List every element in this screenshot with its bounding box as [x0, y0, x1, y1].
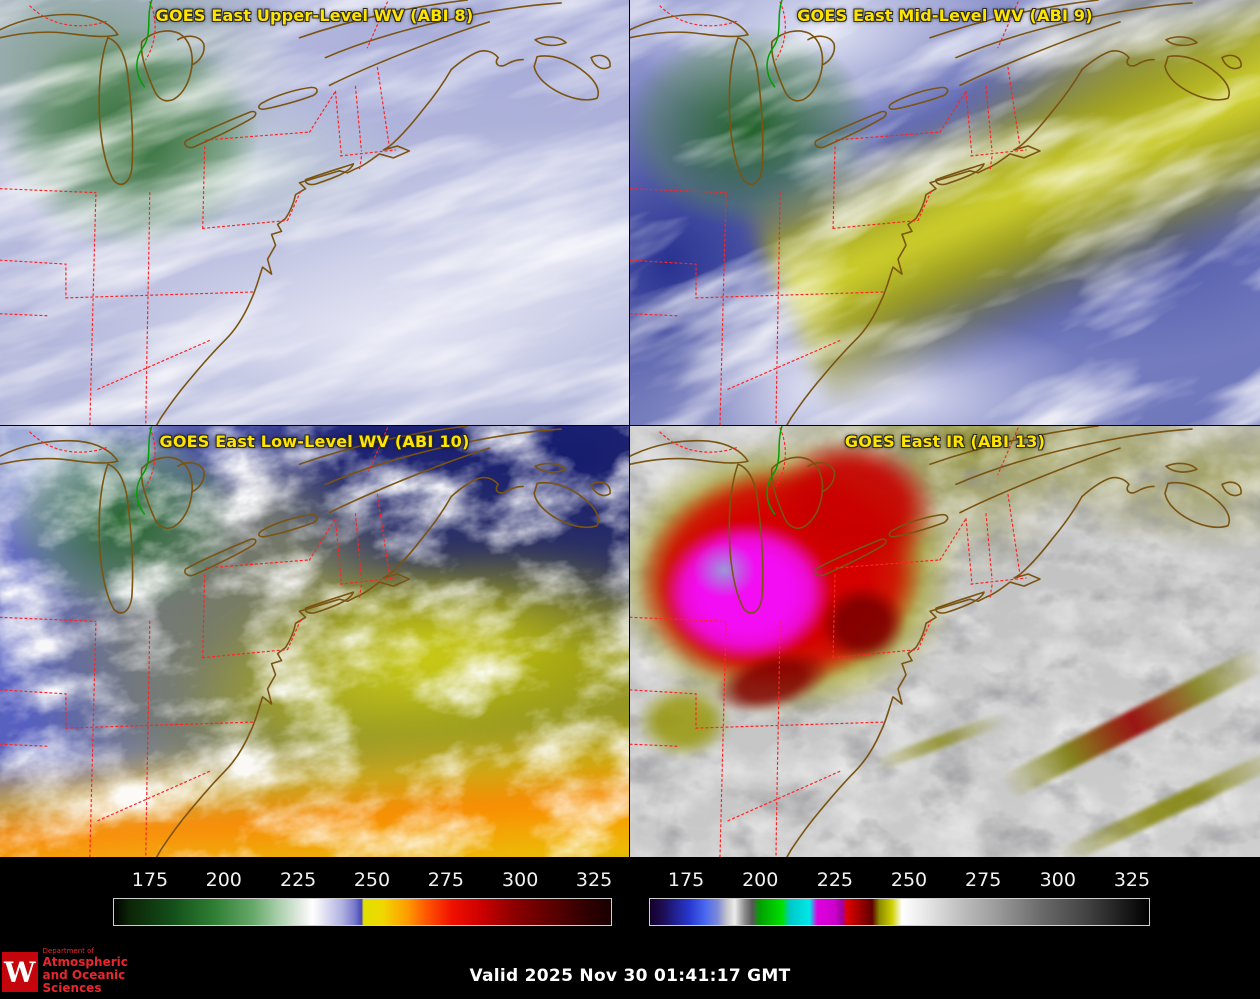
- ir-colorbar-gradient: [649, 898, 1150, 926]
- panel-title-abi10: GOES East Low-Level WV (ABI 10): [159, 432, 470, 451]
- tick-label: 300: [1039, 869, 1076, 891]
- panel-mid-level-wv[interactable]: GOES East Mid-Level WV (ABI 9): [630, 0, 1260, 425]
- panel-low-level-wv[interactable]: GOES East Low-Level WV (ABI 10): [0, 426, 629, 857]
- department-name-line1: Atmospheric: [42, 955, 128, 970]
- tick-label: 225: [816, 869, 853, 891]
- wv-colorbar-gradient: [113, 898, 612, 926]
- map-overlay-abi8: [0, 0, 611, 425]
- ir-magenta-core: [661, 520, 832, 664]
- tick-label: 200: [742, 869, 779, 891]
- map-overlay-abi9: [630, 0, 1242, 425]
- colorbar-row: 175 200 225 250 275 300 325 175 200 225 …: [0, 857, 1260, 945]
- tick-label: 250: [890, 869, 928, 891]
- department-name-small: Department of: [42, 947, 94, 956]
- cloud-texture-abi8: [0, 0, 629, 425]
- department-name: Department of Atmospheric and Oceanic Sc…: [43, 948, 172, 995]
- tick-label: 325: [575, 869, 613, 891]
- ir-colorbar: 175 200 225 250 275 300 325: [649, 869, 1150, 926]
- ir-dark-red-patch-1: [819, 585, 908, 664]
- tick-label: 175: [131, 869, 169, 891]
- panel-title-abi13: GOES East IR (ABI 13): [844, 432, 1046, 451]
- tick-label: 175: [667, 869, 705, 891]
- tick-label: 200: [205, 869, 242, 891]
- cloud-texture-abi9: [630, 0, 1260, 425]
- department-name-line2: and Oceanic Sciences: [42, 968, 126, 996]
- valid-time: Valid 2025 Nov 30 01:41:17 GMT: [469, 966, 791, 986]
- map-overlay-abi10: [0, 426, 611, 857]
- tick-label: 275: [965, 869, 1002, 891]
- satellite-quad-grid: GOES East Upper-Level WV (ABI 8) GOES Ea…: [0, 0, 1260, 857]
- uw-aos-logo[interactable]: W Department of Atmospheric and Oceanic …: [2, 947, 172, 997]
- panel-upper-level-wv[interactable]: GOES East Upper-Level WV (ABI 8): [0, 0, 629, 425]
- ir-colorbar-ticks: 175 200 225 250 275 300 325: [649, 869, 1150, 893]
- panel-title-abi9: GOES East Mid-Level WV (ABI 9): [797, 6, 1093, 25]
- footer: W Department of Atmospheric and Oceanic …: [0, 945, 1260, 999]
- ir-coldest-core: [693, 542, 756, 599]
- tick-label: 225: [279, 869, 317, 891]
- wv-colorbar-ticks: 175 200 225 250 275 300 325: [113, 869, 612, 893]
- tick-label: 275: [427, 869, 464, 891]
- tick-label: 250: [353, 869, 391, 891]
- cloud-texture-abi10: [0, 426, 629, 857]
- panel-ir[interactable]: GOES East IR (ABI 13): [630, 426, 1260, 857]
- uw-crest-icon: W: [2, 952, 38, 992]
- panel-title-abi8: GOES East Upper-Level WV (ABI 8): [155, 6, 474, 25]
- map-overlay-abi13: [630, 426, 1242, 857]
- tick-label: 325: [1113, 869, 1151, 891]
- tick-label: 300: [502, 869, 539, 891]
- wv-colorbar: 175 200 225 250 275 300 325: [113, 869, 612, 926]
- uw-crest-letter: W: [4, 955, 36, 989]
